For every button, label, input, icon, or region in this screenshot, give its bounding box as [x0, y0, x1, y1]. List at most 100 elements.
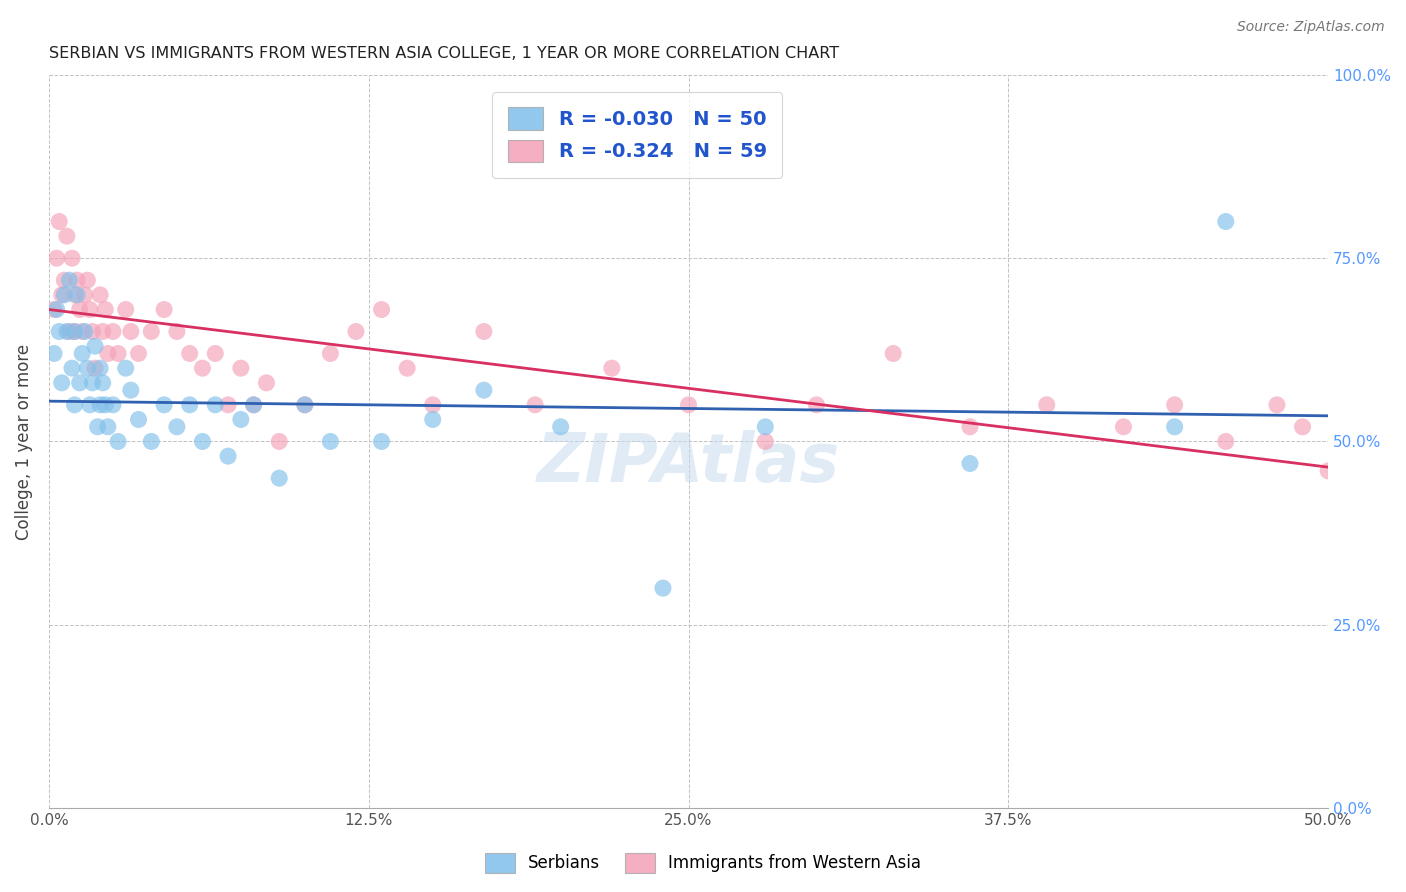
- Point: [70, 325, 93, 339]
- Point: [179, 346, 201, 360]
- Point: [60, 361, 83, 376]
- Point: [472, 383, 495, 397]
- Point: [344, 325, 367, 339]
- Point: [204, 398, 226, 412]
- Point: [217, 398, 239, 412]
- Point: [91, 325, 114, 339]
- Point: [73, 288, 96, 302]
- Y-axis label: College, 1 year or more: College, 1 year or more: [15, 343, 32, 540]
- Text: Source: ZipAtlas.com: Source: ZipAtlas.com: [1237, 20, 1385, 34]
- Point: [66, 273, 89, 287]
- Point: [58, 273, 80, 287]
- Point: [94, 398, 117, 412]
- Point: [69, 302, 91, 317]
- Point: [120, 383, 142, 397]
- Point: [166, 325, 188, 339]
- Point: [754, 419, 776, 434]
- Point: [84, 361, 107, 376]
- Point: [422, 412, 444, 426]
- Point: [1112, 419, 1135, 434]
- Point: [63, 288, 86, 302]
- Point: [254, 376, 277, 390]
- Point: [56, 229, 79, 244]
- Point: [91, 376, 114, 390]
- Text: SERBIAN VS IMMIGRANTS FROM WESTERN ASIA COLLEGE, 1 YEAR OR MORE CORRELATION CHAR: SERBIAN VS IMMIGRANTS FROM WESTERN ASIA …: [49, 46, 839, 62]
- Point: [754, 434, 776, 449]
- Point: [42, 302, 65, 317]
- Point: [191, 361, 214, 376]
- Point: [63, 325, 86, 339]
- Point: [45, 251, 67, 265]
- Point: [959, 419, 981, 434]
- Point: [1317, 464, 1340, 478]
- Point: [269, 471, 291, 485]
- Point: [42, 346, 65, 360]
- Point: [101, 325, 124, 339]
- Point: [84, 339, 107, 353]
- Point: [48, 325, 70, 339]
- Point: [319, 434, 342, 449]
- Point: [51, 376, 73, 390]
- Point: [114, 361, 136, 376]
- Point: [56, 325, 79, 339]
- Point: [524, 398, 547, 412]
- Point: [153, 302, 176, 317]
- Point: [1163, 419, 1185, 434]
- Point: [1163, 398, 1185, 412]
- Point: [48, 214, 70, 228]
- Point: [53, 273, 76, 287]
- Point: [229, 412, 252, 426]
- Point: [370, 434, 392, 449]
- Point: [1215, 214, 1237, 228]
- Point: [89, 288, 111, 302]
- Point: [600, 361, 623, 376]
- Point: [229, 361, 252, 376]
- Point: [86, 419, 108, 434]
- Point: [89, 361, 111, 376]
- Point: [422, 398, 444, 412]
- Point: [82, 325, 104, 339]
- Point: [179, 398, 201, 412]
- Point: [294, 398, 316, 412]
- Point: [97, 346, 120, 360]
- Point: [89, 398, 111, 412]
- Point: [79, 302, 101, 317]
- Point: [128, 346, 150, 360]
- Point: [141, 325, 163, 339]
- Legend: Serbians, Immigrants from Western Asia: Serbians, Immigrants from Western Asia: [478, 847, 928, 880]
- Point: [63, 325, 86, 339]
- Point: [396, 361, 419, 376]
- Point: [1035, 398, 1057, 412]
- Point: [153, 398, 176, 412]
- Point: [959, 457, 981, 471]
- Point: [107, 434, 129, 449]
- Point: [82, 376, 104, 390]
- Point: [1291, 419, 1313, 434]
- Point: [1265, 398, 1288, 412]
- Point: [472, 325, 495, 339]
- Point: [191, 434, 214, 449]
- Point: [678, 398, 700, 412]
- Point: [242, 398, 264, 412]
- Point: [1215, 434, 1237, 449]
- Point: [58, 325, 80, 339]
- Point: [141, 434, 163, 449]
- Legend: R = -0.030   N = 50, R = -0.324   N = 59: R = -0.030 N = 50, R = -0.324 N = 59: [492, 92, 782, 178]
- Point: [79, 398, 101, 412]
- Point: [53, 288, 76, 302]
- Point: [120, 325, 142, 339]
- Point: [101, 398, 124, 412]
- Point: [652, 581, 675, 595]
- Point: [319, 346, 342, 360]
- Point: [76, 273, 98, 287]
- Text: ZIPAtlas: ZIPAtlas: [537, 431, 841, 497]
- Point: [76, 361, 98, 376]
- Point: [73, 325, 96, 339]
- Point: [45, 302, 67, 317]
- Point: [294, 398, 316, 412]
- Point: [370, 302, 392, 317]
- Point: [217, 449, 239, 463]
- Point: [806, 398, 828, 412]
- Point: [242, 398, 264, 412]
- Point: [94, 302, 117, 317]
